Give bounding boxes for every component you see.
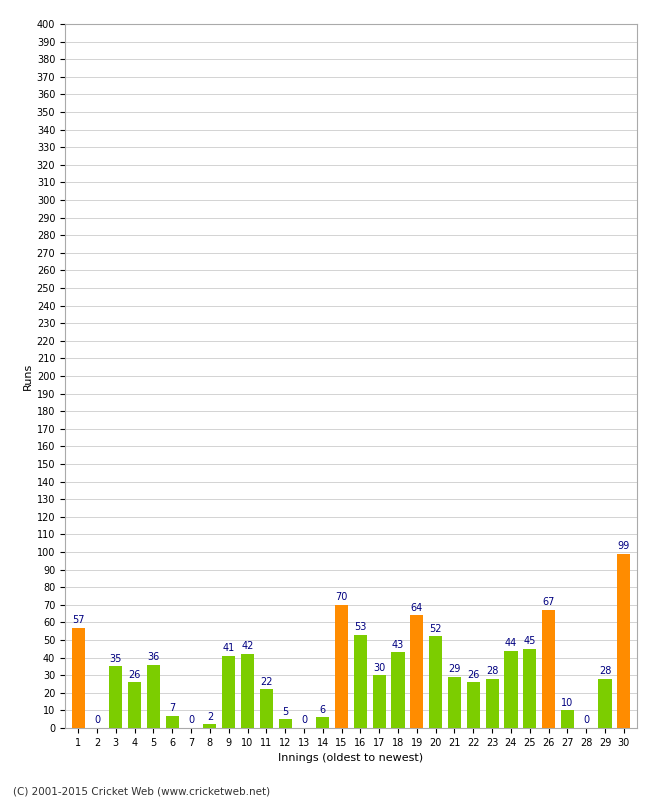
Text: 26: 26: [467, 670, 480, 680]
Bar: [222, 656, 235, 728]
Text: 67: 67: [542, 598, 554, 607]
Bar: [203, 725, 216, 728]
Text: 30: 30: [373, 662, 385, 673]
Bar: [260, 690, 273, 728]
Text: 0: 0: [94, 715, 100, 726]
Text: (C) 2001-2015 Cricket Web (www.cricketweb.net): (C) 2001-2015 Cricket Web (www.cricketwe…: [13, 786, 270, 796]
Bar: [467, 682, 480, 728]
Text: 6: 6: [320, 705, 326, 715]
Bar: [618, 554, 630, 728]
Text: 42: 42: [241, 642, 254, 651]
Bar: [410, 615, 423, 728]
Bar: [486, 678, 499, 728]
Text: 41: 41: [222, 643, 235, 653]
Text: 0: 0: [188, 715, 194, 726]
Bar: [561, 710, 574, 728]
Bar: [166, 716, 179, 728]
Bar: [354, 634, 367, 728]
Bar: [523, 649, 536, 728]
Bar: [147, 665, 160, 728]
Text: 28: 28: [486, 666, 499, 676]
Bar: [241, 654, 254, 728]
Text: 64: 64: [411, 602, 423, 613]
Text: 2: 2: [207, 712, 213, 722]
Text: 53: 53: [354, 622, 367, 632]
Text: 36: 36: [148, 652, 159, 662]
Text: 29: 29: [448, 664, 461, 674]
Bar: [448, 677, 461, 728]
Text: 28: 28: [599, 666, 611, 676]
Bar: [316, 718, 330, 728]
Text: 0: 0: [583, 715, 590, 726]
Text: 99: 99: [618, 541, 630, 551]
Text: 43: 43: [392, 640, 404, 650]
Y-axis label: Runs: Runs: [23, 362, 32, 390]
Text: 0: 0: [301, 715, 307, 726]
Text: 5: 5: [282, 706, 288, 717]
Bar: [429, 637, 442, 728]
Text: 45: 45: [523, 636, 536, 646]
Bar: [128, 682, 141, 728]
Text: 7: 7: [169, 703, 176, 713]
Bar: [391, 652, 404, 728]
Bar: [279, 719, 292, 728]
Text: 52: 52: [430, 624, 442, 634]
Text: 35: 35: [110, 654, 122, 664]
Text: 22: 22: [260, 677, 272, 686]
Bar: [599, 678, 612, 728]
Bar: [372, 675, 386, 728]
Bar: [109, 666, 122, 728]
Bar: [542, 610, 555, 728]
Text: 57: 57: [72, 615, 84, 625]
Text: 26: 26: [129, 670, 141, 680]
Bar: [504, 650, 517, 728]
Bar: [335, 605, 348, 728]
Bar: [72, 628, 84, 728]
Text: 70: 70: [335, 592, 348, 602]
Text: 10: 10: [561, 698, 573, 708]
Text: 44: 44: [505, 638, 517, 648]
X-axis label: Innings (oldest to newest): Innings (oldest to newest): [278, 754, 424, 763]
